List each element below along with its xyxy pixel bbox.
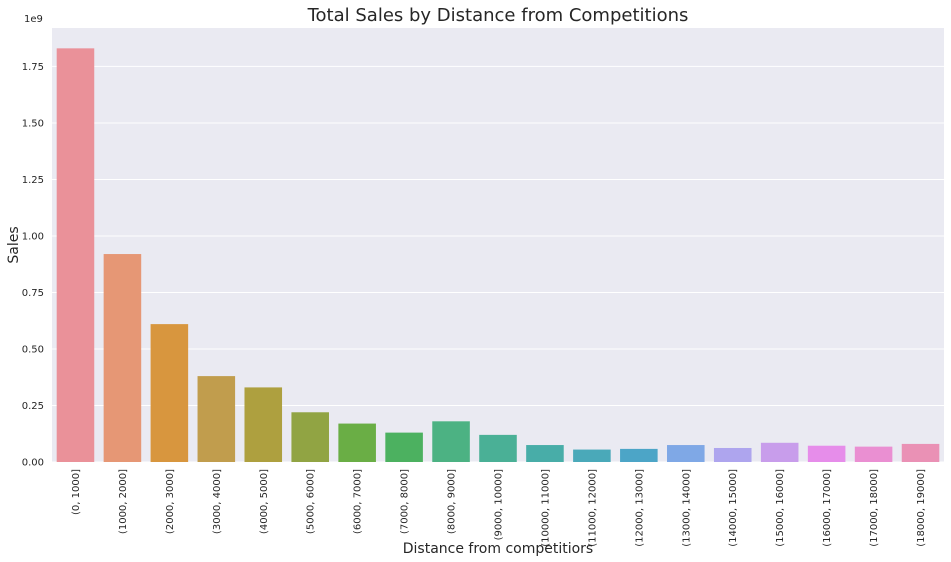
bar [198,376,236,462]
bar [714,448,752,462]
y-offset-label: 1e9 [24,14,43,25]
x-tick-label: (3000, 4000] [212,469,223,534]
bar [338,424,376,462]
x-tick-label: (8000, 9000] [447,469,458,534]
y-tick-label: 1.25 [22,175,44,186]
x-tick-label: (9000, 10000] [494,469,505,541]
x-tick-label: (15000, 16000] [775,469,786,547]
y-tick-labels: 0.00 0.25 0.50 0.75 1.00 1.25 1.50 1.75 [22,62,44,469]
bar [104,254,142,462]
x-tick-label: (12000, 13000] [634,469,645,547]
x-tick-label: (18000, 19000] [916,469,927,547]
x-tick-label: (17000, 18000] [869,469,880,547]
y-tick-label: 1.75 [22,62,44,73]
bar [151,324,189,462]
bar [620,449,658,462]
x-tick-labels: (0, 1000] (1000, 2000] (2000, 3000] (3000, … [71,469,927,547]
bar [761,443,799,462]
x-tick-label: (2000, 3000] [165,469,176,534]
x-tick-label: (4000, 5000] [259,469,270,534]
bar [479,435,517,462]
y-axis-title: Sales [6,226,22,263]
bar [808,446,846,462]
chart-title: Total Sales by Distance from Competition… [307,5,689,26]
bar [244,387,282,462]
x-tick-label: (0, 1000] [71,469,82,515]
x-tick-label: (16000, 17000] [822,469,833,547]
bar [902,444,940,462]
y-tick-label: 1.50 [22,118,44,129]
x-tick-label: (14000, 15000] [728,469,739,547]
y-tick-label: 0.75 [22,288,44,299]
x-axis-title: Distance from competitiors [403,541,593,557]
bar [526,445,564,462]
x-tick-label: (13000, 14000] [681,469,692,547]
bar [291,412,329,462]
x-tick-label: (1000, 2000] [118,469,129,534]
bar [385,433,423,462]
x-tick-label: (10000, 11000] [540,469,551,547]
y-tick-label: 0.50 [22,344,44,355]
y-tick-label: 0.00 [22,458,44,469]
bar [573,450,611,462]
x-tick-label: (7000, 8000] [400,469,411,534]
y-tick-label: 1.00 [22,231,44,242]
x-tick-label: (11000, 12000] [587,469,598,547]
bar [855,447,893,462]
x-tick-label: (5000, 6000] [306,469,317,534]
bar [57,48,95,462]
bar [667,445,705,462]
y-tick-label: 0.25 [22,401,44,412]
bar [432,421,470,462]
x-tick-label: (6000, 7000] [353,469,364,534]
